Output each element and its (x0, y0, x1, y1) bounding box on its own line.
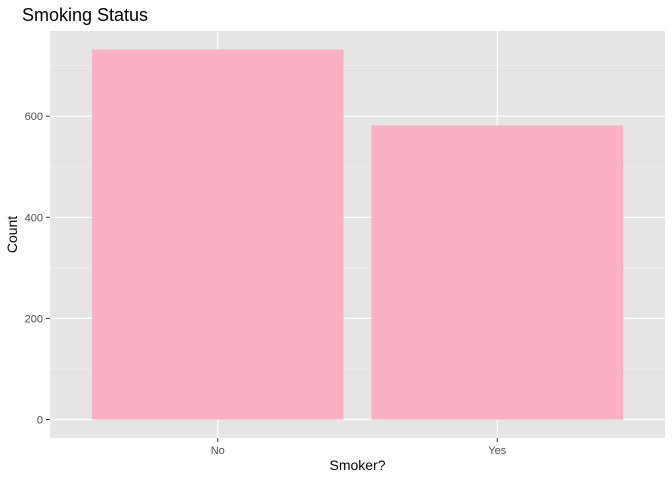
x-tick-label: No (211, 445, 225, 457)
y-tick-label: 400 (25, 212, 43, 224)
bars (91, 49, 624, 420)
axis-ticks: 0 200 400 600 No Yes (25, 111, 507, 457)
bar-no (91, 49, 344, 420)
y-tick-label: 200 (25, 313, 43, 325)
x-axis-title: Smoker? (329, 457, 385, 473)
y-axis-title: Count (4, 216, 20, 253)
chart-title: Smoking Status (22, 5, 148, 25)
y-tick-label: 600 (25, 111, 43, 123)
y-tick-label: 0 (37, 415, 43, 427)
x-tick-label: Yes (488, 445, 506, 457)
bar-yes (371, 125, 624, 420)
